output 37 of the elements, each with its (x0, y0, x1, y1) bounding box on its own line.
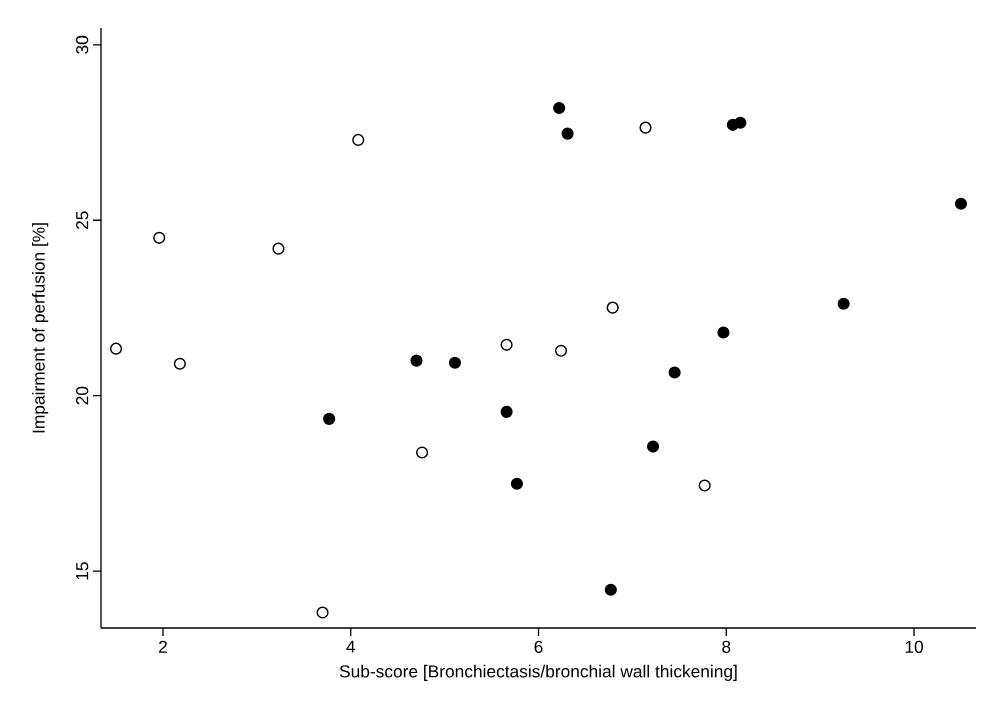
point (606, 301, 619, 314)
point (604, 583, 617, 596)
y-tick-label: 20 (76, 386, 89, 405)
point (561, 127, 574, 140)
point (153, 231, 166, 244)
point (837, 297, 850, 310)
point (554, 344, 568, 357)
point (639, 121, 652, 134)
y-tick-label: 15 (76, 562, 89, 580)
point (352, 133, 365, 146)
x-tick-label: 6 (534, 640, 543, 653)
point (109, 342, 123, 355)
x-tick-label: 8 (722, 640, 731, 653)
point (316, 606, 329, 619)
y-axis-title: Impairment of perfusion [%] (32, 223, 49, 433)
y-tick-label: 25 (76, 211, 89, 230)
point (323, 412, 336, 425)
point (717, 326, 730, 339)
point (734, 116, 747, 129)
point (553, 101, 566, 115)
point (510, 477, 523, 490)
point (448, 356, 462, 369)
point (500, 338, 513, 351)
point (272, 242, 285, 255)
point (173, 357, 186, 370)
x-tick-label: 2 (159, 640, 167, 653)
point (698, 479, 711, 492)
point (410, 354, 423, 367)
point (646, 440, 660, 453)
y-tick-label: 30 (76, 35, 89, 54)
point (954, 197, 968, 210)
x-tick-label: 4 (346, 640, 356, 653)
x-tick-label: 10 (905, 640, 924, 653)
point (668, 366, 681, 379)
point (416, 446, 429, 459)
point (500, 405, 513, 418)
x-axis-title: Sub-score [Bronchiectasis/bronchial wall thickening] (339, 664, 737, 681)
